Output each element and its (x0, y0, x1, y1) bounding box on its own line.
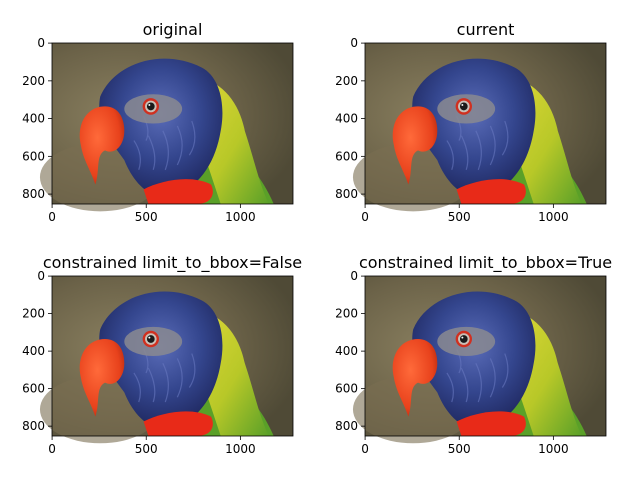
y-tick-label: 800 (335, 187, 358, 201)
x-tick-label: 1000 (538, 210, 569, 224)
y-tick-label: 600 (22, 382, 45, 396)
y-tick-label: 800 (335, 419, 358, 433)
axes-frame (364, 275, 607, 437)
x-tick-label: 0 (361, 442, 369, 456)
y-tick-label: 400 (22, 344, 45, 358)
axes-frame (51, 42, 294, 205)
y-tick-label: 800 (22, 419, 45, 433)
y-tick-label: 200 (22, 307, 45, 321)
x-tick-label: 500 (448, 210, 471, 224)
x-tick-label: 0 (361, 210, 369, 224)
x-tick-label: 1000 (225, 210, 256, 224)
subplot-p2: current 0 500 1000 0 200 400 600 800 (335, 20, 608, 224)
y-tick-label: 600 (335, 382, 358, 396)
y-tick-label: 400 (335, 344, 358, 358)
y-tick-label: 200 (335, 74, 358, 88)
y-tick-label: 200 (335, 307, 358, 321)
x-tick-label: 500 (135, 210, 158, 224)
y-tick-label: 0 (350, 36, 358, 50)
parrot-image (351, 274, 608, 445)
subplot-title: constrained limit_to_bbox=False (43, 253, 302, 273)
x-tick-label: 0 (48, 210, 56, 224)
y-tick-label: 200 (22, 74, 45, 88)
y-tick-label: 600 (335, 149, 358, 163)
axes-frame (51, 275, 294, 437)
subplot-title: constrained limit_to_bbox=True (359, 253, 612, 273)
axes-frame (364, 42, 607, 205)
y-tick-label: 0 (37, 269, 45, 283)
x-tick-label: 1000 (225, 442, 256, 456)
y-tick-label: 800 (22, 187, 45, 201)
parrot-image (351, 41, 608, 213)
y-tick-label: 400 (22, 112, 45, 126)
x-tick-label: 500 (135, 442, 158, 456)
parrot-image (38, 274, 295, 445)
subplot-title: original (143, 20, 203, 39)
parrot-image (38, 41, 295, 213)
subplot-p1: original 0 500 1000 0 200 400 600 800 (22, 20, 295, 224)
y-tick-label: 600 (22, 149, 45, 163)
y-tick-label: 400 (335, 112, 358, 126)
x-tick-label: 0 (48, 442, 56, 456)
y-tick-label: 0 (350, 269, 358, 283)
x-tick-label: 1000 (538, 442, 569, 456)
y-tick-label: 0 (37, 36, 45, 50)
x-tick-label: 500 (448, 442, 471, 456)
subplot-title: current (457, 20, 515, 39)
